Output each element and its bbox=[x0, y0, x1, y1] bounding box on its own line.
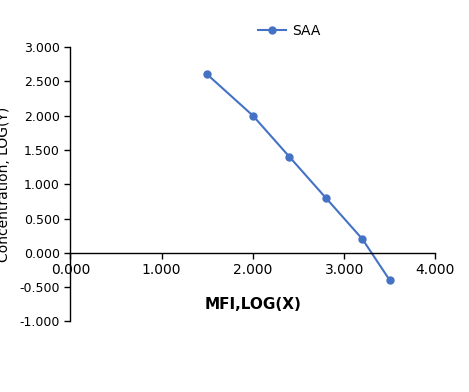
SAA bbox=[287, 154, 292, 159]
Line: SAA: SAA bbox=[204, 71, 393, 284]
SAA bbox=[323, 196, 329, 200]
SAA bbox=[204, 72, 210, 77]
SAA bbox=[250, 113, 256, 118]
Legend: SAA: SAA bbox=[252, 18, 326, 44]
SAA bbox=[387, 278, 393, 283]
Y-axis label: Concentration, LOG(Y): Concentration, LOG(Y) bbox=[0, 107, 11, 262]
X-axis label: MFI,LOG(X): MFI,LOG(X) bbox=[204, 297, 301, 312]
SAA bbox=[360, 237, 365, 241]
